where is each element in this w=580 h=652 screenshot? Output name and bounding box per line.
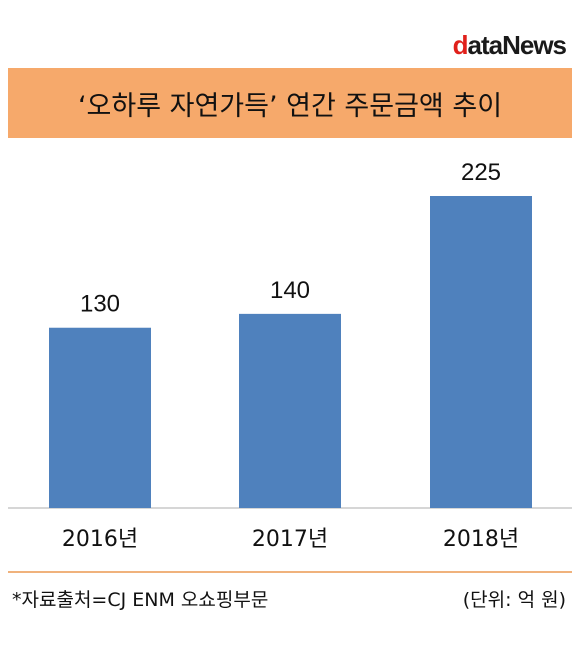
datanews-logo: dataNews [452, 30, 567, 60]
unit-note: (단위: 억 원) [462, 589, 566, 611]
bar-chart: 130 2016년 140 2017년 225 2018년 [8, 159, 572, 552]
data-label: 130 [80, 291, 120, 318]
chart-title: ‘오하루 자연가득’ 연간 주문금액 추이 [77, 90, 503, 122]
x-tick-label: 2016년 [62, 527, 138, 552]
source-note: *자료출처=CJ ENM 오쇼핑부문 [12, 589, 269, 611]
data-label: 225 [461, 159, 501, 186]
data-label: 140 [270, 277, 310, 304]
bar-2017년 [239, 313, 341, 508]
footer-divider [8, 571, 572, 573]
title-banner: ‘오하루 자연가득’ 연간 주문금액 추이 [8, 68, 572, 138]
bar-2016년 [49, 327, 151, 508]
x-tick-label: 2018년 [443, 527, 519, 552]
bar-2018년 [430, 196, 532, 508]
x-tick-label: 2017년 [252, 527, 328, 552]
